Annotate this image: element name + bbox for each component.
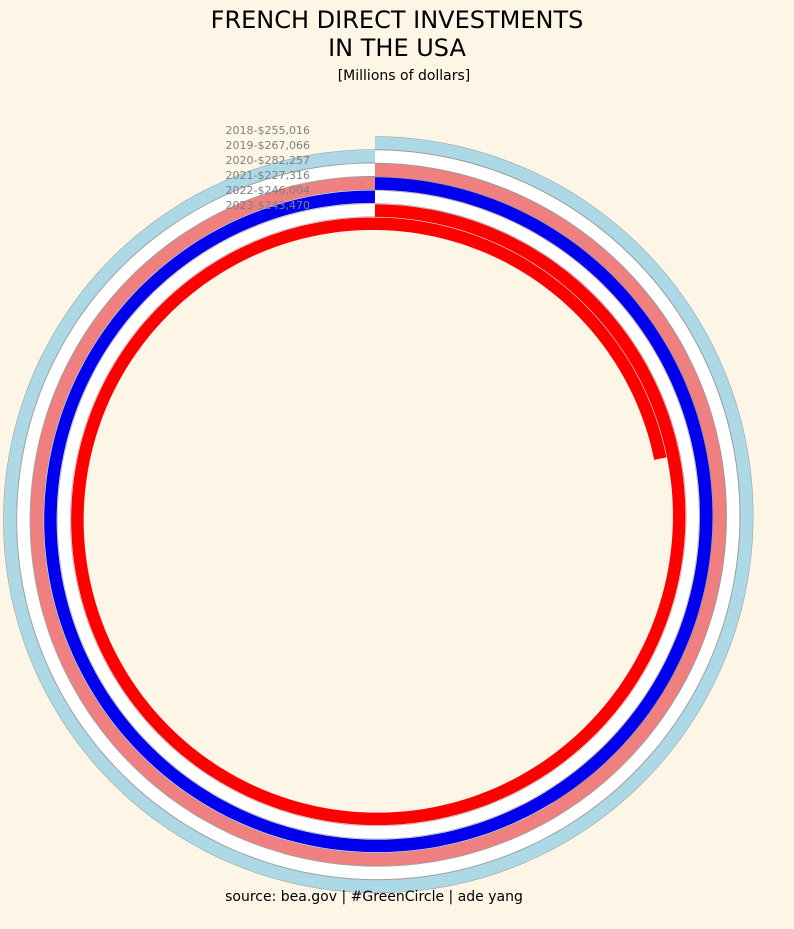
spiral-bar-2020 [30, 163, 726, 866]
legend-label-2019: 2019-$267,066 [226, 139, 310, 152]
legend-label-2023: 2023-$243,470 [226, 199, 310, 212]
spiral-arcs [3, 136, 754, 894]
legend-label-2020: 2020-$282,257 [226, 154, 310, 167]
chart-title: FRENCH DIRECT INVESTMENTS IN THE USA [0, 6, 794, 62]
spiral-bar-2018 [3, 136, 753, 893]
spiral-bar-2019 [17, 150, 740, 880]
legend-label-2018: 2018-$255,016 [226, 124, 310, 137]
legend-labels: 2018-$255,016 2019-$267,066 2020-$282,257 2… [226, 124, 310, 212]
spiral-bar-2023 [71, 204, 686, 826]
legend-label-2021: 2021-$227,316 [226, 169, 310, 182]
legend-label-2022: 2022-$246,004 [226, 184, 310, 197]
chart-title-line-1: FRENCH DIRECT INVESTMENTS [210, 6, 584, 34]
source-note: source: bea.gov | #GreenCircle | ade yan… [225, 889, 523, 905]
chart-title-line-2: IN THE USA [328, 34, 466, 62]
chart-subtitle: [Millions of dollars] [337, 68, 471, 84]
spiral-bar-2022 [57, 190, 699, 839]
spiral-bar-2021 [44, 177, 713, 853]
